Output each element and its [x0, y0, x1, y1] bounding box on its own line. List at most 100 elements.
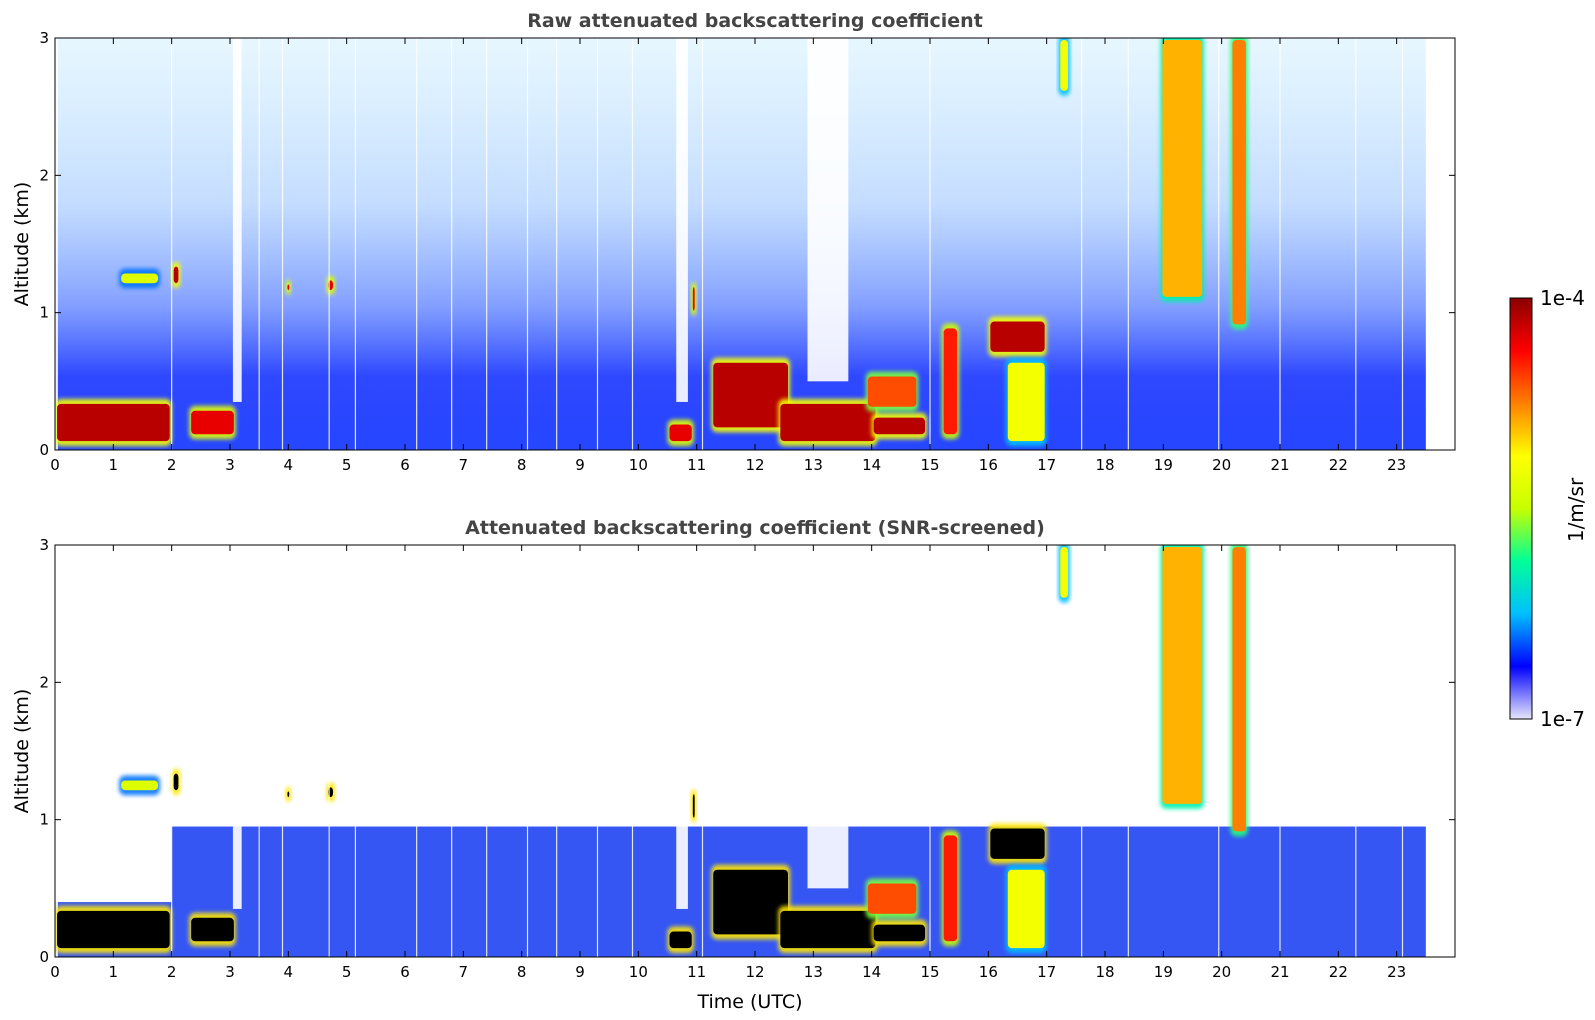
x-tick-label: 13: [804, 456, 823, 474]
x-tick-label: 14: [862, 456, 881, 474]
x-tick-label: 19: [1154, 456, 1173, 474]
x-tick-label: 15: [920, 963, 939, 981]
y-tick-label: 0: [39, 441, 49, 459]
backscatter-feature: [867, 376, 917, 407]
x-tick-label: 0: [50, 963, 60, 981]
clear-column: [807, 545, 849, 889]
x-tick-label: 13: [804, 963, 823, 981]
backscatter-feature: [1162, 547, 1203, 804]
x-tick-label: 7: [459, 456, 469, 474]
clear-column: [55, 38, 58, 450]
backscatter-feature: [121, 273, 158, 284]
backscatter-feature: [873, 417, 926, 435]
clear-column: [676, 38, 688, 402]
x-tick-label: 16: [979, 456, 998, 474]
x-tick-label: 9: [575, 456, 585, 474]
panel-title: Raw attenuated backscattering coefficien…: [527, 10, 983, 32]
backscatter-feature: [191, 917, 234, 942]
clear-column: [232, 545, 242, 909]
backscatter-feature: [1060, 40, 1068, 91]
x-tick-label: 20: [1212, 963, 1231, 981]
x-tick-label: 5: [342, 456, 352, 474]
x-tick-label: 21: [1270, 963, 1289, 981]
x-tick-label: 2: [167, 963, 177, 981]
backscatter-feature: [173, 266, 179, 284]
x-tick-label: 1: [109, 963, 119, 981]
x-tick-label: 22: [1329, 963, 1348, 981]
x-axis-label: Time (UTC): [696, 991, 802, 1013]
x-tick-label: 8: [517, 963, 527, 981]
plot-area: [55, 545, 1426, 957]
clear-column: [232, 38, 242, 402]
x-tick-label: 18: [1095, 456, 1114, 474]
x-tick-label: 17: [1037, 963, 1056, 981]
x-tick-label: 2: [167, 456, 177, 474]
x-tick-label: 18: [1095, 963, 1114, 981]
colorbar-label: 1/m/sr: [1564, 477, 1588, 542]
y-tick-label: 3: [39, 536, 49, 554]
x-tick-label: 4: [284, 456, 294, 474]
x-tick-label: 19: [1154, 963, 1173, 981]
backscatter-feature: [990, 321, 1045, 352]
backscatter-feature: [873, 924, 926, 942]
x-tick-label: 17: [1037, 456, 1056, 474]
backscatter-feature: [191, 410, 234, 435]
backscatter-feature: [780, 403, 876, 442]
x-tick-label: 22: [1329, 456, 1348, 474]
backscatter-feature: [1232, 40, 1246, 325]
x-tick-label: 9: [575, 963, 585, 981]
backscatter-feature: [713, 869, 788, 935]
x-tick-label: 6: [400, 963, 410, 981]
x-tick-label: 5: [342, 963, 352, 981]
backscatter-feature: [943, 328, 958, 435]
colorbar-gradient: [1509, 297, 1533, 720]
backscatter-feature: [57, 403, 170, 442]
backscatter-feature: [173, 773, 179, 791]
x-tick-label: 1: [109, 456, 119, 474]
x-tick-label: 8: [517, 456, 527, 474]
x-tick-label: 3: [225, 456, 235, 474]
backscatter-feature: [943, 835, 958, 942]
raw-backscatter-panel: Raw attenuated backscattering coefficien…: [11, 10, 1456, 474]
x-tick-label: 12: [745, 456, 764, 474]
x-tick-label: 21: [1270, 456, 1289, 474]
panel-title: Attenuated backscattering coefficient (S…: [465, 517, 1045, 539]
backscatter-feature: [990, 828, 1045, 859]
x-tick-label: 6: [400, 456, 410, 474]
x-tick-label: 3: [225, 963, 235, 981]
x-tick-label: 10: [629, 963, 648, 981]
x-tick-label: 23: [1387, 456, 1406, 474]
y-axis-label: Altitude (km): [11, 689, 33, 814]
y-tick-label: 2: [39, 166, 49, 184]
backscatter-feature: [287, 791, 290, 798]
y-tick-label: 3: [39, 29, 49, 47]
y-axis-label: Altitude (km): [11, 182, 33, 307]
colorbar-min-label: 1e-7: [1540, 707, 1585, 731]
clear-column: [55, 545, 58, 957]
x-tick-label: 7: [459, 963, 469, 981]
x-tick-label: 12: [745, 963, 764, 981]
backscatter-feature: [1162, 40, 1203, 297]
x-tick-label: 10: [629, 456, 648, 474]
backscatter-feature: [692, 287, 695, 311]
y-tick-label: 1: [39, 304, 49, 322]
backscatter-feature: [713, 362, 788, 428]
y-tick-label: 0: [39, 948, 49, 966]
x-tick-label: 11: [687, 456, 706, 474]
clear-column: [807, 38, 849, 382]
backscatter-feature: [867, 883, 917, 914]
snr-screened-backscatter-panel: Attenuated backscattering coefficient (S…: [11, 517, 1456, 1013]
backscatter-feature: [1007, 362, 1045, 442]
backscatter-feature: [287, 284, 290, 291]
backscatter-feature: [1232, 547, 1246, 832]
backscatter-feature: [669, 931, 692, 949]
x-tick-label: 16: [979, 963, 998, 981]
backscatter-feature: [57, 910, 170, 949]
backscatter-feature: [669, 424, 692, 442]
backscatter-feature: [1060, 547, 1068, 598]
backscatter-feature: [692, 794, 695, 818]
colorbar-max-label: 1e-4: [1540, 286, 1585, 310]
backscatter-feature: [121, 780, 158, 791]
x-tick-label: 23: [1387, 963, 1406, 981]
